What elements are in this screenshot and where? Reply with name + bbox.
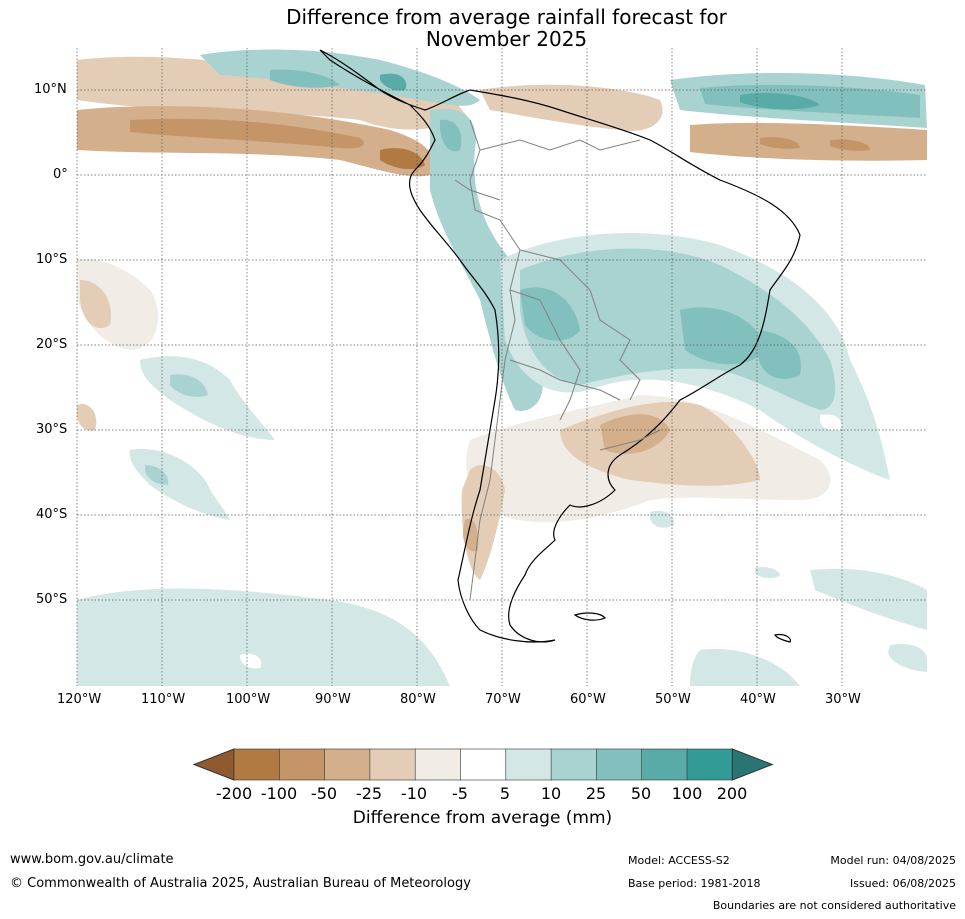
anomaly-layer (77, 49, 927, 686)
lat-label: 20°S (36, 337, 68, 352)
lat-label: 40°S (36, 507, 68, 522)
colorbar (192, 748, 774, 781)
colorbar-tick: 25 (585, 784, 607, 803)
lat-label: 30°S (36, 422, 68, 437)
model-run-date: Model run: 04/08/2025 (830, 854, 956, 867)
issued-date: Issued: 06/08/2025 (849, 877, 956, 890)
graticule (76, 48, 927, 686)
lat-label: 10°N (34, 82, 67, 97)
colorbar-tick: -100 (260, 784, 298, 803)
colorbar-tick: 200 (716, 784, 748, 803)
website-link[interactable]: www.bom.gov.au/climate (10, 852, 174, 867)
lon-label: 30°W (825, 692, 861, 707)
lat-label: 0° (53, 167, 68, 182)
colorbar-tick: 10 (540, 784, 562, 803)
colorbar-tick: -5 (452, 784, 468, 803)
colorbar-tick: -200 (215, 784, 253, 803)
lon-label: 70°W (485, 692, 521, 707)
colorbar-segment (596, 748, 643, 781)
colorbar-tick: 5 (499, 784, 511, 803)
colorbar-segment (505, 748, 552, 781)
map-title-line2: November 2025 (425, 27, 588, 51)
colorbar-segment (550, 748, 598, 781)
colorbar-tick: -50 (310, 784, 338, 803)
copyright-text: © Commonwealth of Australia 2025, Austra… (10, 876, 471, 891)
colorbar-segment (686, 748, 734, 781)
country-boundaries (454, 119, 661, 601)
colorbar-tick: -25 (355, 784, 383, 803)
lon-label: 50°W (655, 692, 691, 707)
colorbar-segment (278, 748, 326, 781)
colorbar-tick: 100 (671, 784, 703, 803)
colorbar-extend-high (731, 748, 774, 781)
colorbar-tick: 50 (630, 784, 652, 803)
lon-label: 60°W (570, 692, 606, 707)
lon-label: 80°W (400, 692, 436, 707)
lat-label: 10°S (36, 252, 68, 267)
lat-label: 50°S (36, 592, 68, 607)
colorbar-segment (414, 748, 462, 781)
lon-label: 110°W (141, 692, 186, 707)
colorbar-tick: -10 (400, 784, 428, 803)
map-title-line1: Difference from average rainfall forecas… (286, 5, 727, 29)
colorbar-extend-low (192, 748, 235, 781)
lon-label: 40°W (740, 692, 776, 707)
lon-label: 120°W (57, 692, 102, 707)
model-name: Model: ACCESS-S2 (628, 854, 730, 867)
colorbar-title: Difference from average (mm) (352, 808, 613, 828)
lon-label: 90°W (315, 692, 351, 707)
colorbar-segment (369, 748, 416, 781)
base-period: Base period: 1981-2018 (628, 877, 761, 890)
colorbar-segment (324, 748, 371, 781)
colorbar-segment (233, 748, 281, 781)
boundaries-note: Boundaries are not considered authoritat… (712, 899, 956, 912)
coastline (319, 49, 801, 643)
colorbar-segment (641, 748, 688, 781)
lon-label: 100°W (226, 692, 271, 707)
colorbar-segment (460, 748, 507, 781)
